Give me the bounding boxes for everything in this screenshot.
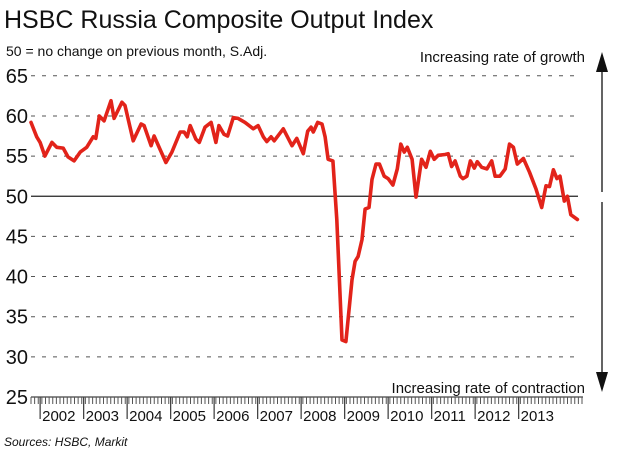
chart-title: HSBC Russia Composite Output Index: [4, 6, 434, 34]
y-tick-label: 35: [6, 307, 28, 329]
y-axis: 25 30 35 40 45 50 55 60 65: [6, 66, 28, 409]
x-tick-label: 2006: [216, 408, 249, 425]
gridlines: [31, 75, 578, 358]
x-tick-label: 2002: [42, 408, 75, 425]
y-tick-label: 60: [6, 106, 28, 128]
series-line: [29, 98, 580, 344]
x-tick-label: 2009: [347, 408, 380, 425]
y-tick-label: 65: [6, 66, 28, 88]
x-tick-label: 2007: [260, 408, 293, 425]
arrow-up-head-icon: [596, 52, 608, 72]
annotation-contraction: Increasing rate of contraction: [392, 380, 585, 397]
y-tick-label: 25: [6, 387, 28, 409]
y-tick-label: 45: [6, 226, 28, 248]
x-tick-label: 2013: [521, 408, 554, 425]
y-tick-label: 40: [6, 267, 28, 289]
x-axis: 2002 2003 2004 2005 2006 2007 2008 2009 2010 2011…: [30, 396, 583, 425]
annotation-growth: Increasing rate of growth: [420, 49, 585, 66]
x-tick-label: 2012: [477, 408, 510, 425]
x-tick-label: 2011: [434, 408, 466, 425]
x-tick-label: 2004: [129, 408, 162, 425]
y-tick-label: 50: [6, 186, 28, 208]
x-tick-label: 2003: [86, 408, 119, 425]
arrow-down-head-icon: [596, 372, 608, 392]
x-tick-label: 2008: [303, 408, 336, 425]
x-tick-label: 2010: [390, 408, 423, 425]
y-tick-label: 55: [6, 146, 28, 168]
chart-subtitle: 50 = no change on previous month, S.Adj.: [6, 43, 267, 59]
x-tick-label: 2005: [173, 408, 206, 425]
direction-arrow: [596, 52, 608, 392]
series-group: [29, 98, 580, 344]
source-note: Sources: HSBC, Markit: [4, 435, 128, 449]
y-tick-label: 30: [6, 347, 28, 369]
